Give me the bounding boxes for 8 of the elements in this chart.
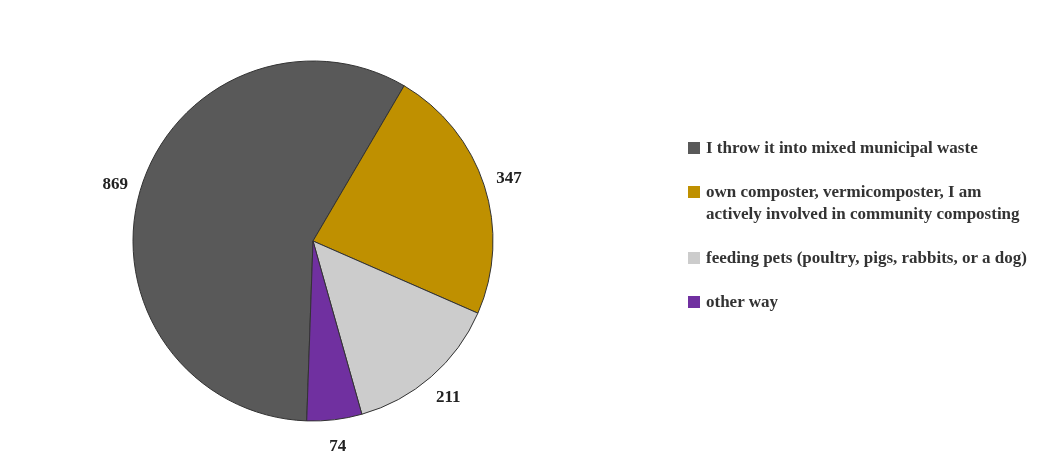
data-label: 211 [436,386,461,406]
legend-label: other way [706,291,778,313]
legend-label: I throw it into mixed municipal waste [706,137,978,159]
legend-label: own composter, vermicomposter, I am actively involved in community composting [706,181,1021,225]
data-label: 869 [102,173,128,193]
data-label: 347 [496,167,523,187]
data-label: 74 [329,436,347,456]
legend-label: feeding pets (poultry, pigs, rabbits, or a dog) [706,247,1027,269]
